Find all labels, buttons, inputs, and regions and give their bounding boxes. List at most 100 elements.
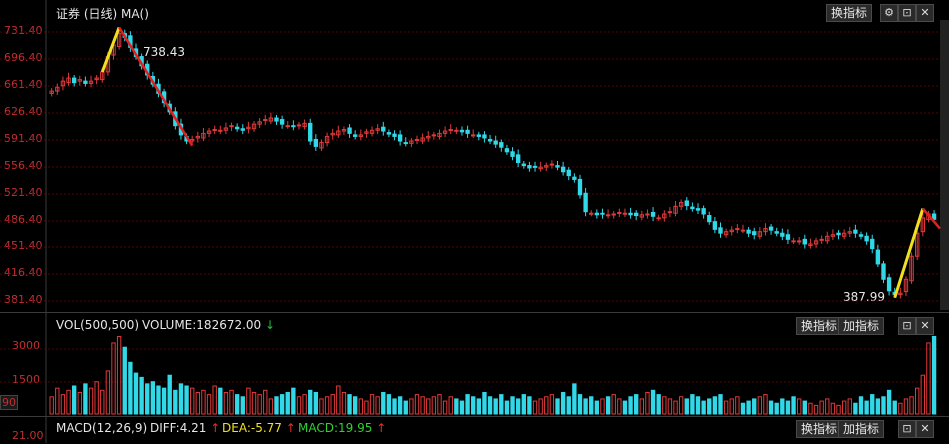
volume-value: VOLUME:182672.00 bbox=[142, 318, 262, 332]
volume-bar bbox=[510, 396, 515, 415]
close-icon[interactable]: ✕ bbox=[916, 4, 934, 22]
volume-bar bbox=[223, 391, 229, 415]
volume-bar bbox=[156, 385, 161, 415]
candle-body bbox=[611, 213, 616, 216]
candle-body bbox=[791, 240, 796, 243]
candle-body bbox=[678, 201, 684, 207]
volume-bar bbox=[611, 394, 616, 415]
vol-close-icon[interactable]: ✕ bbox=[916, 317, 934, 335]
candle-body bbox=[538, 166, 543, 170]
volume-bar bbox=[605, 396, 611, 415]
candle-body bbox=[465, 129, 470, 134]
vol-add-indicator-button[interactable]: 加指标 bbox=[838, 317, 885, 335]
volume-bar bbox=[594, 400, 600, 415]
candle-body bbox=[493, 140, 498, 145]
price-tick-label: 381.40 bbox=[4, 293, 43, 306]
candle-body bbox=[521, 163, 526, 167]
candle-body bbox=[605, 214, 611, 217]
volume-bar bbox=[178, 383, 184, 415]
volume-bar bbox=[352, 396, 358, 415]
candle-body bbox=[510, 151, 515, 157]
volume-panel: VOL(500,500) VOLUME:182672.00 ↓ 换指标 加指标 … bbox=[0, 312, 949, 417]
volume-bar bbox=[830, 402, 836, 415]
volume-down-arrow: ↓ bbox=[265, 318, 276, 332]
candle-body bbox=[560, 166, 566, 173]
volume-bar bbox=[173, 389, 178, 415]
volume-bar bbox=[195, 391, 200, 415]
volume-bar bbox=[853, 402, 858, 415]
volume-value-label: VOLUME:182672.00 ↓ bbox=[142, 318, 275, 332]
candle-body bbox=[263, 119, 268, 122]
candle-body bbox=[212, 129, 217, 132]
candle-body bbox=[60, 80, 66, 87]
volume-bar bbox=[229, 389, 234, 415]
volume-bar bbox=[139, 376, 144, 415]
volume-bar bbox=[347, 394, 352, 415]
candle-body bbox=[206, 130, 212, 134]
candle-body bbox=[757, 231, 763, 237]
candle-body bbox=[381, 126, 386, 132]
volume-bar bbox=[521, 394, 526, 415]
macd-diff-value: DIFF:4.21 bbox=[150, 421, 207, 435]
volume-bar bbox=[88, 387, 94, 415]
macd-add-indicator-button[interactable]: 加指标 bbox=[838, 420, 885, 438]
zoom-icon[interactable]: ⊡ bbox=[898, 4, 916, 22]
volume-bar bbox=[431, 396, 437, 415]
candle-body bbox=[409, 140, 414, 144]
volume-bar bbox=[718, 394, 723, 415]
macd-close-icon[interactable]: ✕ bbox=[916, 420, 934, 438]
price-tick-label: 486.40 bbox=[4, 213, 43, 226]
volume-bar bbox=[420, 396, 425, 415]
candle-body bbox=[527, 165, 532, 169]
settings-icon[interactable]: ⚙ bbox=[880, 4, 898, 22]
volume-bar bbox=[774, 402, 779, 415]
volume-bar bbox=[723, 400, 729, 415]
candle-body bbox=[875, 249, 881, 265]
candle-body bbox=[841, 232, 847, 237]
candle-body bbox=[240, 128, 245, 131]
macd-switch-indicator-button[interactable]: 换指标 bbox=[796, 420, 843, 438]
volume-bar bbox=[931, 335, 937, 415]
switch-indicator-button[interactable]: 换指标 bbox=[826, 4, 873, 22]
candle-body bbox=[308, 122, 313, 142]
volume-bar bbox=[122, 346, 127, 415]
candle-body bbox=[915, 232, 920, 257]
volume-bar bbox=[49, 396, 54, 415]
volume-bar bbox=[639, 398, 644, 415]
candle-body bbox=[257, 121, 262, 125]
vol-zoom-icon[interactable]: ⊡ bbox=[898, 317, 916, 335]
vol-switch-indicator-button[interactable]: 换指标 bbox=[796, 317, 843, 335]
candle-body bbox=[853, 229, 858, 234]
volume-bar bbox=[206, 394, 212, 415]
volume-bar bbox=[791, 396, 796, 415]
candle-body bbox=[931, 213, 937, 220]
volume-bar bbox=[690, 394, 695, 415]
candle-body bbox=[572, 176, 577, 180]
volume-bar bbox=[650, 389, 656, 415]
volume-bar bbox=[381, 391, 386, 415]
candle-body bbox=[825, 235, 830, 242]
volume-bar bbox=[409, 398, 414, 415]
volume-bar bbox=[55, 387, 60, 415]
volume-bar bbox=[757, 396, 763, 415]
price-tick-label: 696.40 bbox=[4, 51, 43, 64]
volume-bar bbox=[279, 394, 285, 415]
volume-bar bbox=[77, 391, 82, 415]
volume-bar bbox=[707, 398, 712, 415]
volume-bar bbox=[240, 396, 245, 415]
candle-body bbox=[100, 71, 105, 81]
candle-body bbox=[285, 125, 290, 128]
volume-bar bbox=[375, 396, 380, 415]
price-tick-label: 626.40 bbox=[4, 105, 43, 118]
volume-bar bbox=[403, 400, 408, 415]
vertical-scrollbar[interactable] bbox=[940, 20, 949, 310]
volume-bar bbox=[184, 385, 189, 415]
macd-tick: 21.00 bbox=[12, 429, 44, 442]
volume-bar bbox=[167, 374, 172, 415]
price-tick-label: 591.40 bbox=[4, 132, 43, 145]
candle-body bbox=[583, 192, 588, 213]
volume-bar bbox=[251, 391, 257, 415]
macd-zoom-icon[interactable]: ⊡ bbox=[898, 420, 916, 438]
candle-body bbox=[622, 212, 628, 215]
